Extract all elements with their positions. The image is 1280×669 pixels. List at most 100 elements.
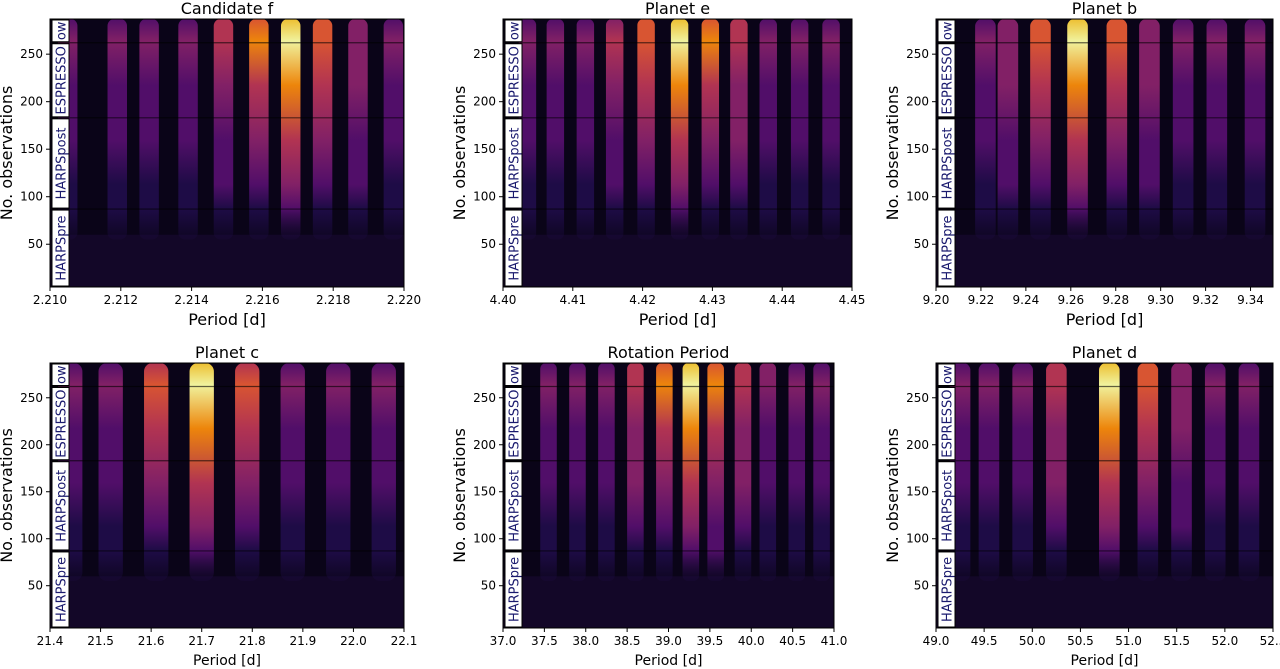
panel-2: HARPSpre HARPSpost ESPRESSO ow 4.40 4.41 4.42 4…: [450, 0, 865, 329]
y-tick-label: 250: [473, 391, 496, 405]
peak-band: [144, 363, 169, 582]
peak-band: [701, 19, 720, 240]
peak-band: [383, 19, 404, 240]
instrument-label: ESPRESSO: [55, 389, 70, 457]
peak-band: [975, 19, 996, 240]
instrument-label: HARPSpost: [508, 128, 523, 200]
y-tick-label: 150: [20, 142, 43, 156]
x-tick-label: 22.0: [340, 634, 367, 648]
x-tick-label: 21.6: [138, 634, 165, 648]
low-obs-region: [50, 576, 404, 628]
x-tick-label: 51.5: [1163, 634, 1190, 648]
y-tick-label: 200: [20, 438, 43, 452]
peak-band: [371, 363, 396, 582]
peak-band: [569, 363, 586, 582]
x-tick-label: 49.5: [971, 634, 998, 648]
instrument-box: [504, 551, 523, 628]
y-tick-label: 100: [906, 190, 929, 204]
x-tick-label: 22.1: [391, 634, 418, 648]
panel-title: Planet e: [645, 0, 710, 18]
panel-5: HARPSpre HARPSpost ESPRESSO ow 37.0 37.5 38.0 3…: [450, 343, 847, 669]
x-axis-label: Period [d]: [188, 310, 266, 329]
y-tick-label: 250: [473, 47, 496, 61]
x-tick-label: 2.220: [387, 293, 421, 307]
y-tick-label: 50: [481, 579, 496, 593]
x-axis-label: Period [d]: [1066, 310, 1144, 329]
y-tick-label: 200: [20, 95, 43, 109]
x-tick-label: 4.41: [559, 293, 586, 307]
x-tick-label: 9.28: [1102, 293, 1129, 307]
peak-band: [670, 19, 689, 240]
instrument-box: [937, 461, 956, 551]
y-tick-label: 100: [473, 190, 496, 204]
instrument-box: [937, 363, 956, 386]
x-tick-label: 4.42: [629, 293, 656, 307]
panel-6: HARPSpre HARPSpost ESPRESSO ow 49.0 49.5 50.0 5…: [883, 343, 1280, 669]
instrument-label: ESPRESSO: [508, 389, 523, 457]
instrument-label: ESPRESSO: [508, 46, 523, 114]
x-tick-label: 4.40: [490, 293, 517, 307]
instrument-strip: HARPSpre HARPSpost ESPRESSO ow: [504, 363, 523, 628]
y-tick-label: 100: [906, 532, 929, 546]
x-tick-label: 9.20: [923, 293, 950, 307]
peak-band: [605, 19, 624, 240]
instrument-box: [51, 551, 70, 628]
peak-band: [107, 19, 127, 240]
peak-band: [1244, 19, 1266, 240]
x-axis-label: Period [d]: [1071, 653, 1139, 669]
peak-band: [656, 363, 673, 582]
panel-title: Planet b: [1072, 0, 1137, 18]
peak-band: [598, 363, 615, 582]
x-tick-label: 37.5: [531, 634, 558, 648]
peak-band: [997, 19, 1019, 240]
peak-band: [1171, 363, 1192, 582]
panel-title: Planet c: [195, 343, 259, 362]
peak-band: [235, 363, 260, 582]
peak-band: [213, 19, 234, 240]
peak-band: [790, 19, 809, 240]
peak-band: [1046, 363, 1067, 582]
low-obs-region: [503, 234, 852, 287]
instrument-label: HARPSpre: [508, 215, 523, 280]
peak-band: [813, 363, 830, 582]
low-obs-region: [50, 234, 404, 287]
instrument-box: [504, 461, 523, 551]
peak-band: [788, 363, 806, 582]
peak-band: [1206, 19, 1228, 240]
peak-band: [189, 363, 214, 582]
x-tick-label: 39.5: [697, 634, 724, 648]
x-tick-label: 37.0: [490, 634, 517, 648]
instrument-box: [504, 118, 523, 209]
peak-band: [759, 363, 777, 582]
y-tick-label: 200: [473, 95, 496, 109]
instrument-box: [51, 386, 70, 461]
peak-band: [1137, 363, 1159, 582]
x-tick-label: 9.34: [1237, 293, 1264, 307]
y-tick-label: 150: [906, 485, 929, 499]
instrument-box: [504, 209, 523, 287]
y-tick-label: 200: [906, 438, 929, 452]
x-tick-label: 4.45: [839, 293, 866, 307]
instrument-box: [51, 461, 70, 551]
y-axis-label: No. observations: [883, 428, 902, 563]
panel-3: HARPSpre HARPSpost ESPRESSO ow 9.20 9.22 9.24 9…: [883, 0, 1274, 329]
peak-band: [1204, 363, 1226, 582]
instrument-box: [51, 43, 70, 118]
x-tick-label: 2.218: [316, 293, 350, 307]
instrument-label: HARPSpre: [508, 557, 523, 622]
peak-band: [348, 19, 368, 240]
y-tick-label: 250: [20, 391, 43, 405]
axes-frame: [502, 18, 853, 288]
peak-band: [1238, 363, 1260, 582]
y-axis-label: No. observations: [450, 428, 469, 563]
x-tick-label: 40.0: [738, 634, 765, 648]
instrument-label: HARPSpost: [55, 470, 70, 542]
x-tick-label: 52.0: [1211, 634, 1238, 648]
instrument-label: ow: [508, 365, 523, 384]
y-axis-label: No. observations: [0, 428, 16, 563]
y-tick-label: 150: [906, 142, 929, 156]
x-tick-label: 9.22: [968, 293, 995, 307]
peak-band: [978, 363, 1000, 582]
axes-frame: [935, 362, 1274, 629]
x-tick-label: 21.5: [87, 634, 114, 648]
